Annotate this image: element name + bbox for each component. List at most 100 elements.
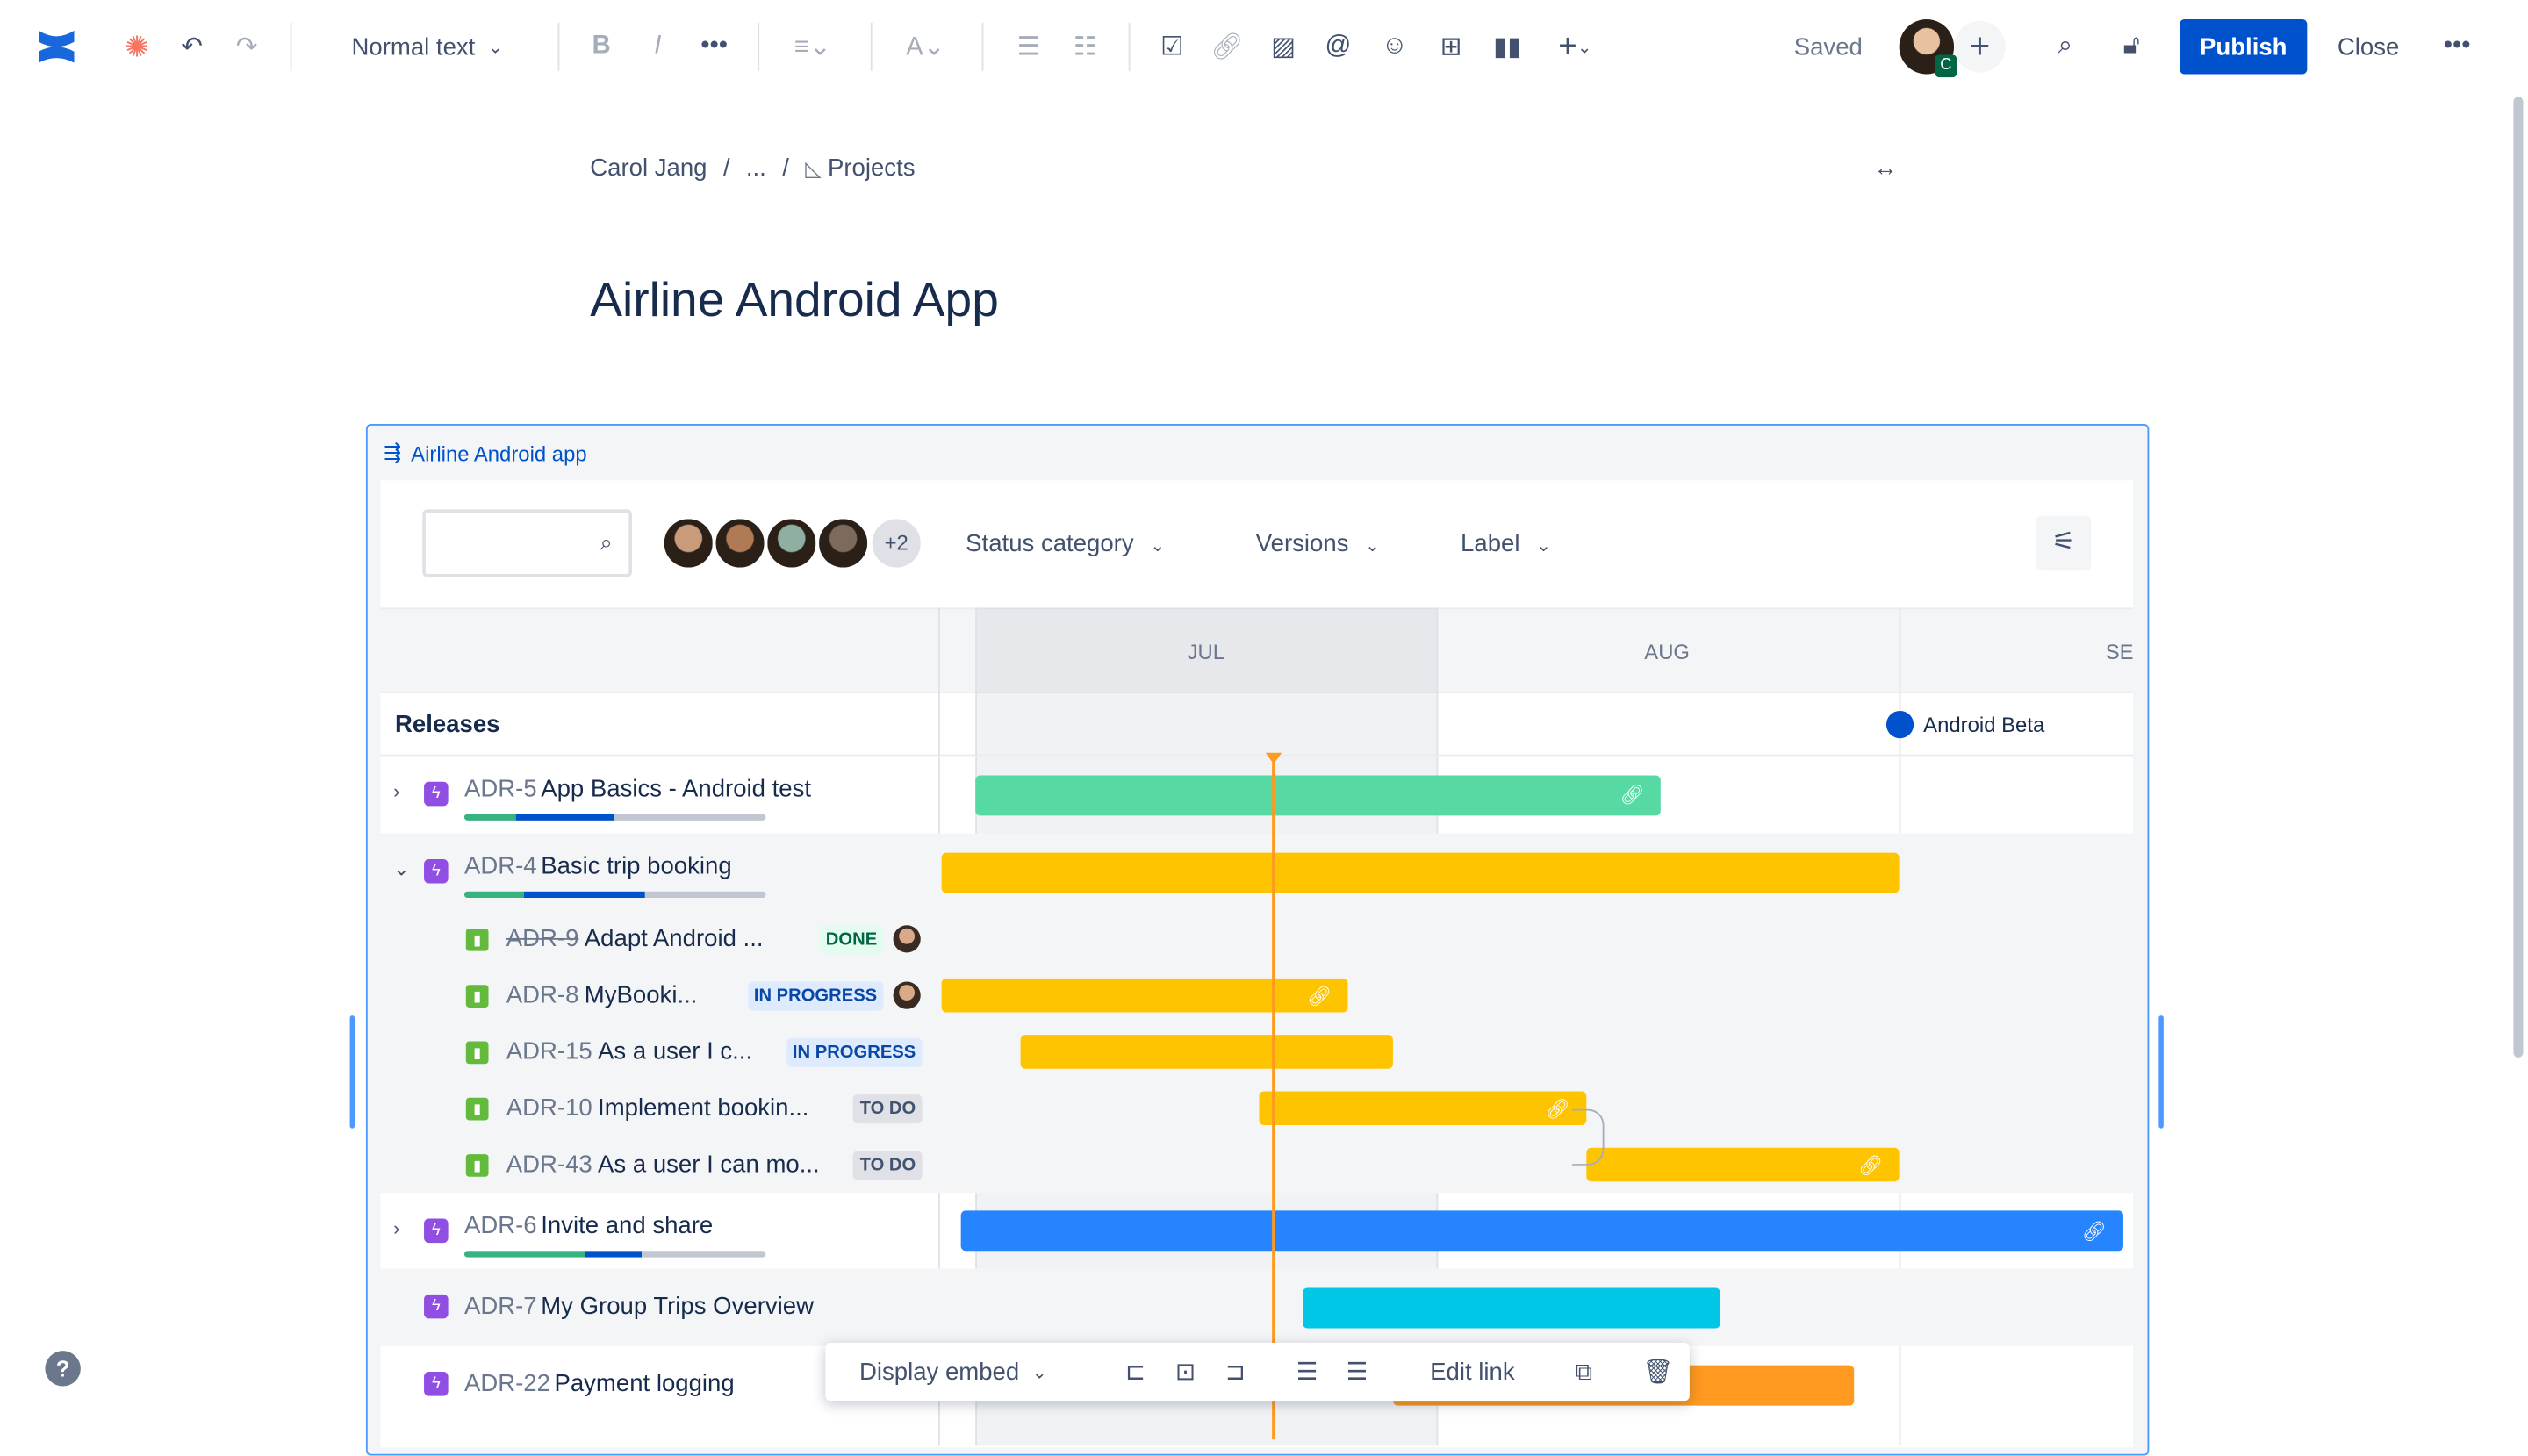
issue-key[interactable]: ADR-22 [463,1370,550,1398]
filter-label-text: Label [1461,530,1520,558]
sliders-icon: ⚟ [2051,528,2076,556]
issue-title[interactable]: As a user I can mo... [598,1150,820,1178]
search-input[interactable]: ⌕ [422,509,632,577]
issue-title[interactable]: As a user I c... [598,1036,753,1065]
more-formatting-icon[interactable]: ••• [700,32,729,60]
edit-link-button[interactable]: Edit link [1430,1358,1515,1386]
issue-title[interactable]: Basic trip booking [541,852,732,880]
issue-title[interactable]: Invite and share [541,1211,714,1239]
align-right-icon[interactable]: ⊐ [1224,1359,1246,1387]
status-lozenge: IN PROGRESS [747,980,884,1010]
timeline-bar[interactable] [1303,1287,1720,1328]
bullet-list-icon[interactable]: ☰ [1016,33,1040,61]
publish-button[interactable]: Publish [2180,19,2308,75]
search-icon[interactable]: ⌕ [2058,32,2073,60]
issue-key[interactable]: ADR-15 [506,1036,592,1065]
mention-icon[interactable]: @ [1325,32,1352,60]
filter-status-category[interactable]: Status category ⌄ [966,530,1165,557]
filter-versions[interactable]: Versions ⌄ [1256,530,1380,557]
assignee-avatar[interactable] [712,515,768,571]
resize-handle-right[interactable] [2158,1015,2164,1129]
timeline-bar[interactable] [941,851,1900,893]
breadcrumb-item[interactable]: Carol Jang [590,154,707,183]
assignee-avatar [893,980,921,1008]
align-left-icon[interactable]: ⊏ [1125,1359,1146,1387]
story-icon: ▮ [465,984,489,1008]
undo-icon[interactable]: ↶ [181,33,203,61]
issue-key[interactable]: ADR-6 [463,1211,537,1239]
more-icon[interactable]: ••• [2443,32,2471,60]
filter-label: Status category [966,530,1134,558]
scrollbar[interactable] [2513,97,2524,1058]
breadcrumb-item[interactable]: ... [745,154,766,183]
align-center-icon[interactable]: ⊡ [1174,1359,1196,1387]
assignee-avatar[interactable] [661,515,716,571]
issue-title[interactable]: Implement bookin... [598,1094,809,1122]
more-assignees[interactable]: +2 [868,515,924,571]
numbered-list-icon[interactable]: ☷ [1073,33,1097,61]
issue-title[interactable]: My Group Trips Overview [541,1293,815,1321]
link-icon[interactable]: 🔗︎ [1210,33,1244,61]
full-width-toggle-icon[interactable]: ↔ [1873,154,1898,183]
ai-sparkle-icon[interactable]: ✺ [125,29,149,62]
timeline-bar[interactable]: 🔗︎ [941,978,1348,1013]
wrap-left-icon[interactable]: ☰ [1296,1359,1318,1387]
issue-key[interactable]: ADR-10 [506,1094,592,1122]
close-button[interactable]: Close [2337,32,2400,61]
assignee-avatars[interactable] [661,515,871,571]
page-title[interactable]: Airline Android App [590,274,999,327]
issue-key[interactable]: ADR-8 [506,980,579,1008]
link-icon: 🔗︎ [1307,984,1332,1008]
issue-title[interactable]: MyBooki... [584,980,698,1008]
month-label: AUG [1644,640,1691,664]
redo-icon[interactable]: ↷ [235,33,258,61]
chevron-down-icon[interactable]: ⌄ [393,857,410,880]
invite-button[interactable]: + [1954,20,2006,73]
unlock-icon[interactable]: 🔓︎ [2122,32,2140,60]
chevron-right-icon[interactable]: › [393,1216,400,1239]
view-settings-button[interactable]: ⚟ [2036,515,2092,571]
filter-label[interactable]: Label ⌄ [1461,530,1551,557]
text-style-dropdown[interactable]: Normal text ⌄ [331,23,524,71]
embed-header[interactable]: ⇶ Airline Android app [384,440,587,465]
timeline-bar[interactable]: 🔗︎ [1258,1091,1587,1126]
wrap-right-icon[interactable]: ☰ [1346,1359,1368,1387]
link-icon: 🔗︎ [1545,1096,1570,1120]
breadcrumb: Carol Jang / ... / ◺ Projects [590,154,916,183]
confluence-logo[interactable] [32,23,81,71]
timeline-bar[interactable] [1020,1035,1393,1069]
insert-more-icon[interactable]: + ⌄ [1558,28,1592,64]
resize-handle-left[interactable] [349,1015,356,1129]
open-external-icon[interactable]: ⧉ [1575,1358,1593,1386]
align-icon[interactable]: ≡⌄ [794,33,831,61]
issue-title[interactable]: Adapt Android ... [584,924,764,952]
help-button[interactable]: ? [45,1351,81,1387]
release-marker[interactable]: Android Beta [1885,710,2044,739]
breadcrumb-item[interactable]: Projects [827,154,916,183]
issue-key[interactable]: ADR-43 [506,1150,592,1178]
issue-title[interactable]: App Basics - Android test [541,775,812,803]
delete-icon[interactable]: 🗑︎ [1642,1359,1674,1387]
italic-icon[interactable]: I [654,32,662,60]
timeline-header [380,607,2133,693]
bold-icon[interactable]: B [592,32,611,60]
assignee-avatar[interactable] [764,515,820,571]
timeline-bar[interactable]: 🔗︎ [1586,1147,1900,1182]
display-embed-dropdown[interactable]: Display embed ⌄ [859,1354,1047,1389]
link-icon: 🔗︎ [1858,1153,1884,1176]
timeline-bar[interactable]: 🔗︎ [975,774,1662,815]
issue-key[interactable]: ADR-5 [463,775,537,803]
chevron-right-icon[interactable]: › [393,779,400,803]
text-color-icon[interactable]: A⌄ [906,33,945,61]
issue-key[interactable]: ADR-9 [506,924,579,952]
task-checkbox-icon[interactable]: ☑ [1160,33,1184,61]
assignee-avatar[interactable] [815,515,871,571]
emoji-icon[interactable]: ☺ [1381,32,1408,60]
issue-title[interactable]: Payment logging [554,1370,735,1398]
timeline-bar[interactable]: 🔗︎ [960,1210,2123,1252]
table-icon[interactable]: ⊞ [1440,33,1462,61]
issue-key[interactable]: ADR-4 [463,852,537,880]
image-icon[interactable]: ▨ [1271,33,1296,61]
issue-key[interactable]: ADR-7 [463,1293,537,1321]
layout-icon[interactable]: ▮▮ [1493,33,1522,61]
